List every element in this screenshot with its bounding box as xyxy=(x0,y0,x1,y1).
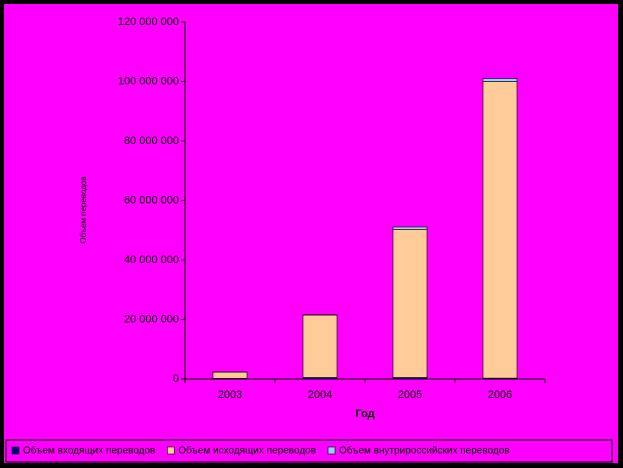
y-tick-label: 100 000 000 xyxy=(118,75,179,87)
legend-label: Объем исходящих переводов xyxy=(178,445,316,457)
legend-box xyxy=(5,439,613,463)
x-tick-label: 2004 xyxy=(308,389,332,401)
bar-segment xyxy=(482,78,518,82)
legend-label: Объем внутрироссийских переводов xyxy=(339,445,510,457)
y-tick-label: 120 000 000 xyxy=(118,16,179,28)
bar-segment xyxy=(302,314,338,378)
legend-swatch xyxy=(11,446,20,455)
bar-segment xyxy=(482,81,518,379)
y-tick-label: 20 000 000 xyxy=(124,313,179,325)
x-axis-label: Год xyxy=(355,408,374,420)
bar-segment xyxy=(212,371,248,379)
y-tick-label: 40 000 000 xyxy=(124,254,179,266)
legend-label: Объем входящих переводов xyxy=(23,445,155,457)
legend-swatch xyxy=(327,446,336,455)
legend-swatch xyxy=(167,446,175,455)
y-axis-label: Объем переводов xyxy=(79,176,88,243)
x-tick-label: 2003 xyxy=(218,389,242,401)
x-tick-label: 2006 xyxy=(488,389,512,401)
y-tick-label: 60 000 000 xyxy=(124,194,179,206)
y-tick-label: 0 xyxy=(173,373,179,385)
bar-segment xyxy=(392,229,428,378)
y-tick-label: 80 000 000 xyxy=(124,135,179,147)
x-tick-label: 2005 xyxy=(398,389,422,401)
bar-segment xyxy=(392,226,428,230)
